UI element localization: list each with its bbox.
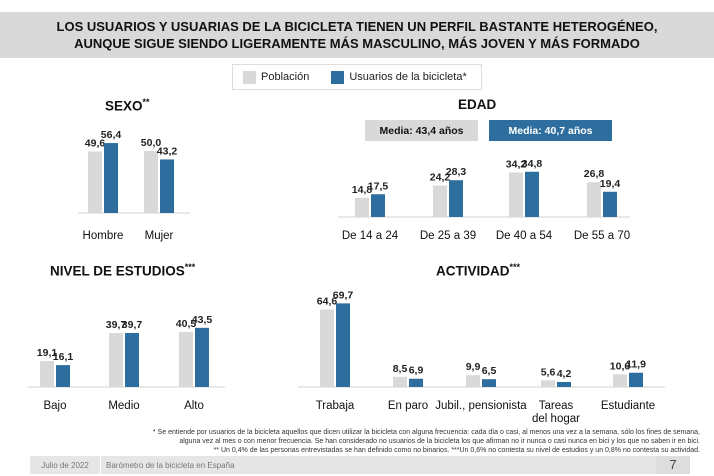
chart-title-estudios: NIVEL DE ESTUDIOS***	[50, 262, 196, 279]
legend-label-usuarios: Usuarios de la bicicleta*	[349, 71, 467, 83]
category-label: Bajo	[43, 400, 66, 412]
bar-usuarios	[409, 378, 423, 387]
category-label: De 25 a 39	[420, 230, 476, 242]
data-label: 8,5	[393, 363, 408, 375]
page-number: 7	[656, 456, 690, 474]
bar-poblacion	[355, 197, 369, 217]
category-label: De 14 a 24	[342, 230, 399, 242]
data-label: 69,7	[333, 289, 354, 301]
data-label: 39,7	[106, 319, 127, 331]
bar-poblacion	[109, 333, 123, 387]
bar-usuarios	[104, 143, 118, 213]
badge-media-poblacion: Media: 43,4 años	[365, 120, 478, 141]
badge-media-usuarios: Media: 40,7 años	[489, 120, 612, 141]
bar-poblacion	[179, 331, 193, 387]
legend-swatch-usuarios	[331, 70, 345, 84]
data-label: 4,2	[557, 368, 572, 380]
slide-title: LOS USUARIOS Y USUARIAS DE LA BICICLETA …	[0, 12, 714, 58]
bar-usuarios	[449, 180, 463, 217]
bar-poblacion	[613, 374, 627, 387]
data-label: 43,5	[192, 314, 213, 326]
category-label: del hogar	[532, 413, 580, 425]
data-label: 6,9	[409, 365, 424, 377]
data-label: 26,8	[584, 168, 605, 180]
chart-title-edad: EDAD	[458, 97, 497, 112]
footnote-3: ** Un 0,4% de las personas entrevistadas…	[213, 447, 700, 454]
title-line-2: AUNQUE SIGUE SIENDO LIGERAMENTE MÁS MASC…	[74, 36, 640, 51]
bar-usuarios	[525, 171, 539, 217]
bar-poblacion	[144, 151, 158, 213]
category-label: Alto	[184, 400, 204, 412]
data-label: 43,2	[157, 145, 178, 157]
data-label: 17,5	[368, 180, 389, 192]
data-label: 28,3	[446, 166, 467, 178]
bar-poblacion	[88, 151, 102, 213]
footnote-2: alguna vez al mes o con menor frecuencia…	[179, 438, 700, 445]
category-label: Tareas	[539, 400, 574, 412]
data-label: 49,6	[85, 137, 106, 149]
bar-poblacion	[320, 309, 334, 387]
category-label: Trabaja	[316, 400, 355, 412]
category-label: De 40 a 54	[496, 230, 553, 242]
footnote-1: * Se entiende por usuarios de la bicicle…	[152, 429, 700, 436]
footer-date: Julio de 2022	[41, 460, 89, 470]
bar-usuarios	[557, 381, 571, 387]
data-label: 24,2	[430, 172, 451, 184]
title-line-1: LOS USUARIOS Y USUARIAS DE LA BICICLETA …	[56, 19, 658, 34]
data-label: 14,8	[352, 184, 373, 196]
legend-label-poblacion: Población	[261, 71, 310, 83]
bar-usuarios	[482, 379, 496, 387]
category-label: En paro	[388, 400, 428, 412]
bar-poblacion	[433, 185, 447, 217]
data-label: 16,1	[53, 351, 74, 363]
bar-usuarios	[371, 194, 385, 217]
bar-poblacion	[466, 375, 480, 387]
bar-usuarios	[336, 303, 350, 387]
data-label: 39,7	[122, 319, 143, 331]
data-label: 11,9	[626, 359, 646, 371]
data-label: 50,0	[141, 137, 162, 149]
category-label: Estudiante	[601, 400, 655, 412]
data-label: 9,9	[466, 361, 481, 373]
legend: Población Usuarios de la bicicleta*	[232, 64, 482, 90]
category-label: Jubil., pensionista	[435, 400, 527, 412]
category-label: Medio	[108, 400, 139, 412]
bar-usuarios	[56, 365, 70, 387]
footer: Julio de 2022 Barómetro de la bicicleta …	[30, 456, 690, 474]
bar-usuarios	[629, 372, 643, 387]
bar-poblacion	[509, 172, 523, 217]
chart-title-actividad: ACTIVIDAD***	[436, 262, 521, 279]
data-label: 34,8	[522, 158, 543, 170]
data-label: 34,2	[506, 159, 527, 171]
category-label: Hombre	[83, 230, 124, 242]
bar-usuarios	[160, 159, 174, 213]
bar-poblacion	[393, 376, 407, 387]
bar-poblacion	[40, 361, 54, 387]
category-label: Mujer	[145, 230, 174, 242]
data-label: 56,4	[101, 129, 122, 141]
bar-usuarios	[603, 191, 617, 217]
bar-poblacion	[587, 182, 601, 217]
data-label: 19,4	[600, 178, 621, 190]
data-label: 64,6	[317, 295, 338, 307]
data-label: 10,6	[610, 360, 631, 372]
bar-usuarios	[195, 327, 209, 387]
data-label: 19,1	[37, 347, 58, 359]
footnotes: * Se entiende por usuarios de la bicicle…	[60, 428, 700, 455]
data-label: 6,5	[482, 365, 497, 377]
chart-title-sexo: SEXO**	[105, 97, 150, 114]
category-label: De 55 a 70	[574, 230, 630, 242]
bar-charts: 49,656,4 Hombre 50,043,2 Mujer 14,817,5 De 14…	[28, 129, 665, 425]
bar-poblacion	[541, 380, 555, 387]
bar-usuarios	[125, 333, 139, 387]
footer-source: Barómetro de la bicicleta en España	[100, 456, 656, 474]
data-label: 5,6	[541, 366, 556, 378]
legend-swatch-poblacion	[243, 70, 256, 84]
data-label: 40,5	[176, 318, 197, 330]
